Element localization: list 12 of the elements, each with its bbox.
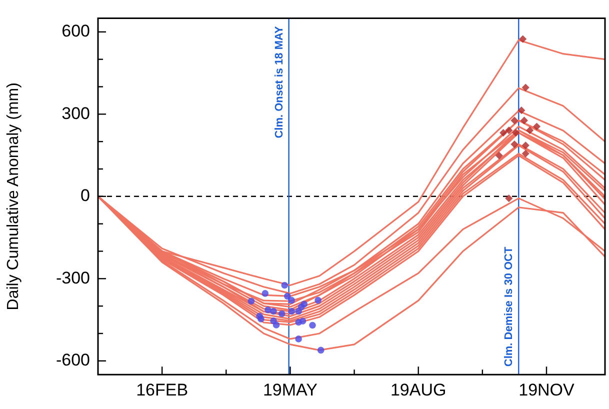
y-tick-label: -600	[56, 350, 90, 370]
y-tick-label: -300	[56, 268, 90, 288]
x-tick-label: 19MAY	[262, 380, 318, 400]
x-tick-label: 19AUG	[390, 380, 446, 400]
ref-line-label: Clm. Onset is 18 MAY	[273, 26, 286, 138]
y-tick-label: 600	[62, 22, 90, 41]
x-tick-label: 16FEB	[136, 380, 188, 400]
ref-line-label: Clm. Demise Is 30 OCT	[503, 246, 516, 367]
y-tick-label: 0	[80, 186, 90, 206]
x-tick-label: 19NOV	[518, 380, 576, 400]
y-axis-title: Daily Cumulative Anomaly (mm)	[5, 82, 22, 310]
y-tick-label: 300	[62, 104, 90, 123]
